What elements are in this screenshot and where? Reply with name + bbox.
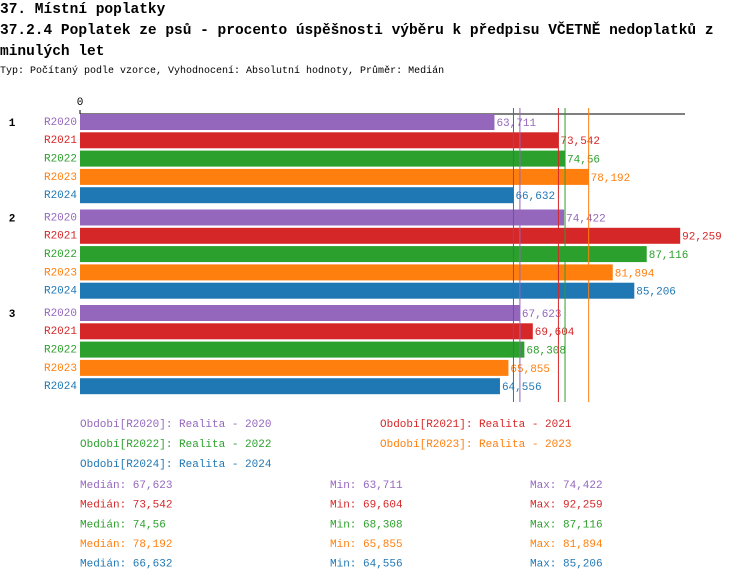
median-stat: Medián: 74,56 (80, 519, 166, 531)
header: 37. Místní poplatky 37.2.4 Poplatek ze p… (0, 0, 725, 80)
value-label: 69,604 (535, 327, 575, 339)
legend-entry: Období[R2020]: Realita - 2020 (80, 419, 271, 431)
value-label: 66,632 (515, 191, 555, 203)
bar (80, 187, 514, 204)
x-tick-label: 0 (77, 97, 84, 109)
group-label: 3 (9, 309, 16, 321)
bar (80, 168, 589, 185)
group-label: 2 (9, 213, 16, 225)
subtitle: 37.2.4 Poplatek ze psů - procento úspěšn… (0, 23, 714, 60)
series-label: R2021 (44, 231, 77, 243)
value-label: 87,116 (649, 250, 689, 262)
max-stat: Max: 85,206 (530, 559, 603, 571)
value-label: 92,259 (682, 232, 722, 244)
value-label: 81,894 (615, 268, 655, 280)
min-stat: Min: 63,711 (330, 480, 403, 492)
min-stat: Min: 65,855 (330, 539, 403, 551)
bar (80, 246, 647, 263)
legend-entry: Období[R2022]: Realita - 2022 (80, 439, 271, 451)
bar (80, 359, 509, 376)
value-label: 65,855 (510, 364, 550, 376)
bar (80, 227, 681, 244)
max-stat: Max: 81,894 (530, 539, 603, 551)
series-label: R2023 (44, 267, 77, 279)
series-label: R2020 (44, 212, 77, 224)
bar (80, 305, 520, 321)
median-stat: Medián: 73,542 (80, 500, 172, 512)
series-label: R2022 (44, 154, 77, 166)
median-stat: Medián: 66,632 (80, 559, 172, 571)
legend-entry: Období[R2024]: Realita - 2024 (80, 459, 272, 471)
value-label: 63,711 (496, 118, 536, 130)
max-stat: Max: 92,259 (530, 500, 603, 512)
bar (80, 264, 613, 281)
note: Typ: Počítaný podle vzorce, Vyhodnocení:… (0, 66, 445, 77)
bar (80, 378, 500, 395)
series-label: R2024 (44, 190, 77, 202)
bar (80, 209, 565, 226)
bar (80, 341, 525, 358)
bar (80, 323, 533, 340)
min-stat: Min: 64,556 (330, 559, 403, 571)
bar (80, 132, 559, 149)
series-label: R2023 (44, 172, 77, 184)
value-label: 67,623 (522, 309, 562, 321)
legend-entry: Období[R2023]: Realita - 2023 (380, 439, 571, 451)
series-label: R2024 (44, 286, 77, 298)
series-label: R2020 (44, 308, 77, 320)
series-label: R2023 (44, 363, 77, 375)
value-label: 74,56 (567, 155, 600, 167)
value-label: 78,192 (591, 173, 631, 185)
median-stat: Medián: 78,192 (80, 539, 172, 551)
bar (80, 114, 495, 130)
value-label: 68,308 (526, 346, 566, 358)
series-label: R2021 (44, 135, 77, 147)
value-label: 74,422 (566, 213, 606, 225)
value-label: 64,556 (502, 382, 542, 394)
series-label: R2020 (44, 117, 77, 129)
series-label: R2021 (44, 326, 77, 338)
value-label: 85,206 (636, 287, 676, 299)
legend-entry: Období[R2021]: Realita - 2021 (380, 419, 572, 431)
bar (80, 282, 635, 299)
value-label: 73,542 (560, 136, 600, 148)
median-stat: Medián: 67,623 (80, 480, 172, 492)
series-label: R2022 (44, 249, 77, 261)
min-stat: Min: 68,308 (330, 519, 403, 531)
group-label: 1 (9, 118, 16, 130)
max-stat: Max: 74,422 (530, 480, 603, 492)
series-label: R2024 (44, 381, 77, 393)
series-label: R2022 (44, 345, 77, 357)
bar (80, 150, 566, 167)
max-stat: Max: 87,116 (530, 519, 603, 531)
title: 37. Místní poplatky (0, 2, 166, 18)
min-stat: Min: 69,604 (330, 500, 403, 512)
